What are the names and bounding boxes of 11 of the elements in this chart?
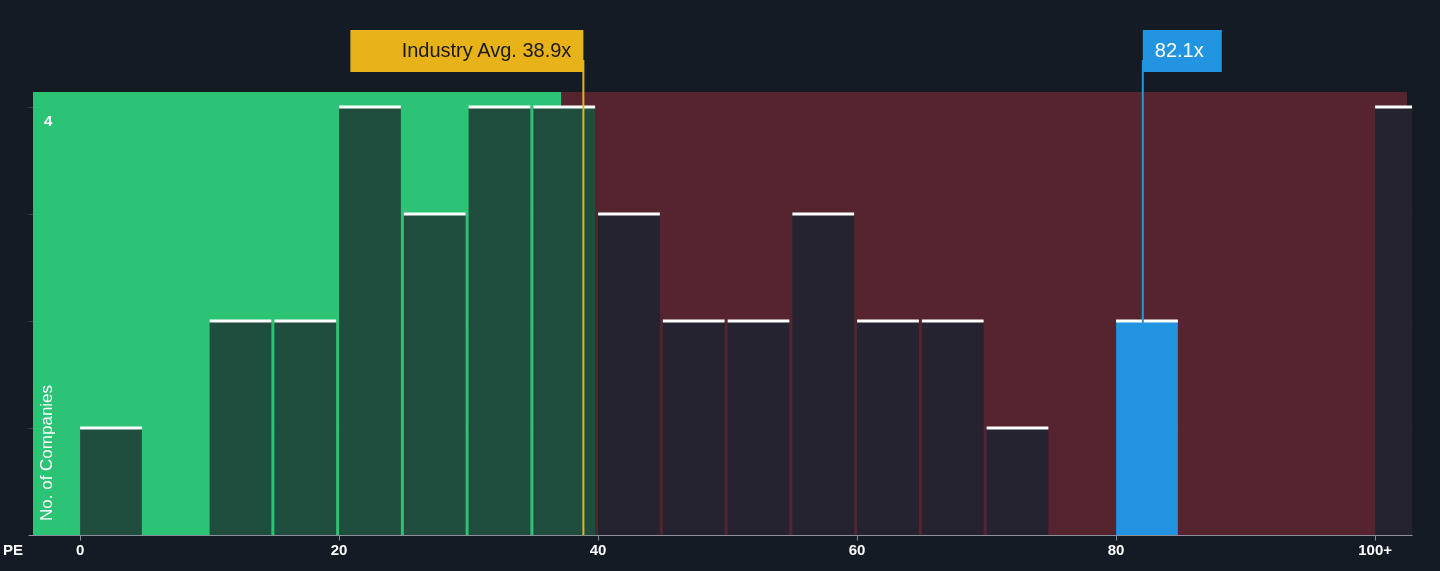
x-tick-label: 0 xyxy=(75,540,85,558)
x-tick-label: 60 xyxy=(848,540,866,558)
x-tick-label: 40 xyxy=(589,540,607,558)
x-tick-label: 20 xyxy=(330,540,348,558)
annotation: 4 xyxy=(44,112,53,129)
ref-line-label: 82.1x xyxy=(1154,39,1204,61)
ref-line-label: Industry Avg. 38.9x xyxy=(401,39,572,61)
x-tick-label: 80 xyxy=(1107,540,1125,558)
x-axis-title: PE xyxy=(3,541,24,558)
x-tick-label: 100+ xyxy=(1358,540,1393,558)
y-axis-title: No. of Companies xyxy=(37,384,56,521)
